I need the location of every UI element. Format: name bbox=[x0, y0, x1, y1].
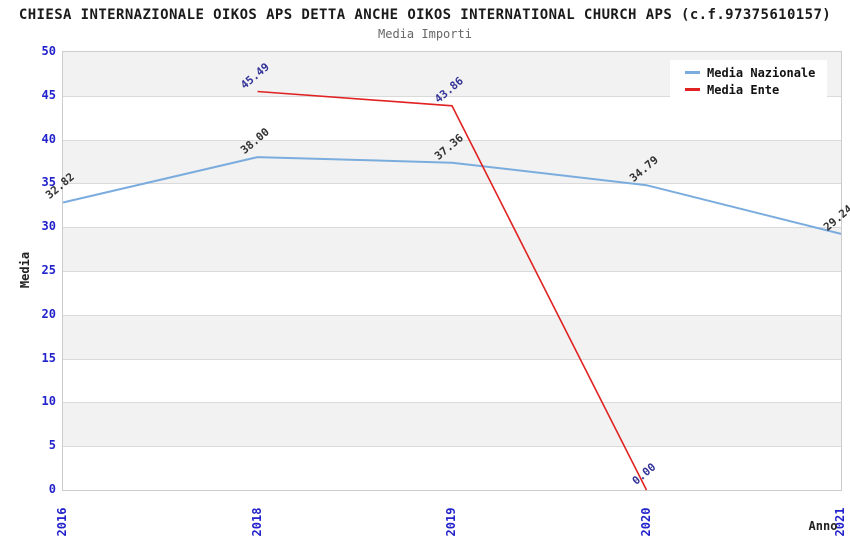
gridline bbox=[63, 358, 841, 360]
y-tick-label: 20 bbox=[41, 306, 56, 321]
legend: Media Nazionale Media Ente bbox=[670, 60, 828, 102]
gridline bbox=[63, 183, 841, 185]
legend-item: Media Nazionale bbox=[685, 64, 815, 81]
plot-area bbox=[62, 51, 842, 491]
x-axis-title: Anno bbox=[808, 519, 838, 533]
legend-item-label: Media Ente bbox=[707, 82, 780, 97]
gridline bbox=[63, 314, 841, 316]
plot-band bbox=[63, 227, 841, 271]
plot-band bbox=[63, 358, 841, 403]
x-tick-label: 2019 bbox=[444, 507, 458, 537]
chart-title: CHIESA INTERNAZIONALE OIKOS APS DETTA AN… bbox=[18, 7, 832, 23]
y-tick-label: 5 bbox=[48, 438, 56, 453]
plot-band bbox=[63, 183, 841, 228]
gridline bbox=[63, 446, 841, 448]
x-tick-label: 2018 bbox=[249, 507, 264, 537]
plot-band bbox=[63, 446, 841, 490]
x-tick-label: 2020 bbox=[638, 507, 653, 537]
y-tick-label: 0 bbox=[48, 482, 56, 496]
legend-swatch-1 bbox=[685, 71, 700, 74]
legend-item-label: Media Nazionale bbox=[707, 65, 816, 80]
gridline bbox=[63, 271, 841, 272]
gridline bbox=[63, 139, 841, 141]
series-line-1 bbox=[62, 156, 842, 235]
y-tick-label: 40 bbox=[41, 131, 56, 146]
series-line-2 bbox=[257, 90, 648, 491]
legend-swatch-2 bbox=[685, 88, 700, 91]
legend-item: Media Ente bbox=[685, 81, 815, 98]
plot-band bbox=[63, 95, 841, 140]
y-tick-label: 45 bbox=[41, 87, 56, 102]
gridline bbox=[63, 227, 841, 229]
y-tick-label: 15 bbox=[41, 350, 56, 365]
y-tick-label: 25 bbox=[41, 263, 56, 277]
y-tick-label: 35 bbox=[41, 175, 56, 190]
y-tick-label: 10 bbox=[41, 394, 56, 409]
series-lines bbox=[62, 90, 842, 491]
x-tick-label: 2016 bbox=[55, 507, 69, 537]
gridline bbox=[63, 95, 841, 97]
chart-subtitle: Media Importi bbox=[378, 27, 472, 41]
plot-band bbox=[63, 271, 841, 315]
plot-band bbox=[63, 139, 841, 184]
plot-band bbox=[63, 314, 841, 359]
plot-band bbox=[63, 402, 841, 447]
y-tick-label: 50 bbox=[41, 44, 56, 58]
y-axis-title: Media bbox=[18, 251, 32, 289]
y-tick-label: 30 bbox=[41, 219, 56, 234]
gridline bbox=[63, 402, 841, 404]
